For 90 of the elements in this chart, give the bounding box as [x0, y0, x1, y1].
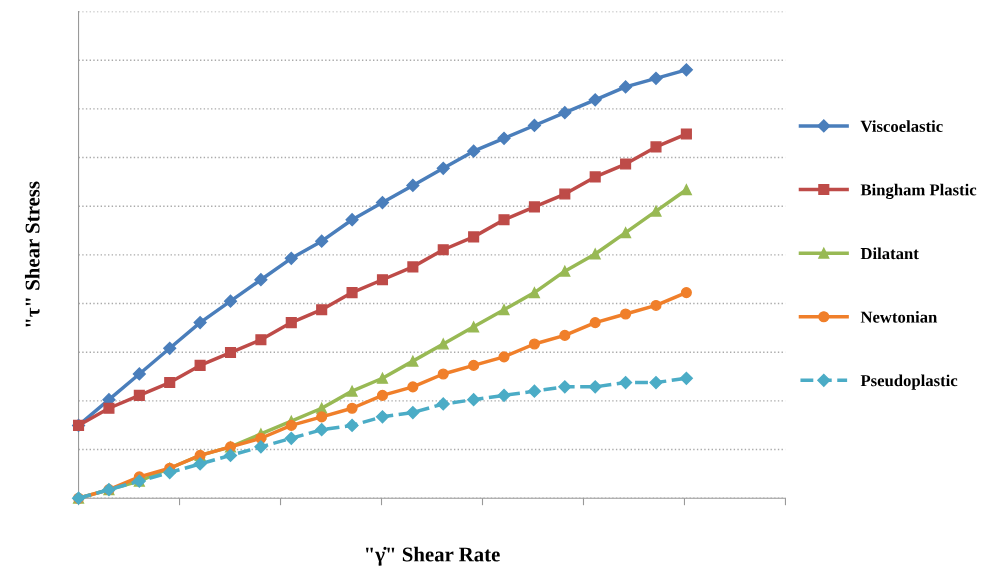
point — [589, 248, 601, 260]
point — [437, 338, 449, 350]
point — [498, 214, 510, 226]
point — [498, 304, 510, 316]
point — [650, 205, 662, 217]
point — [285, 317, 297, 329]
point — [619, 80, 633, 94]
point — [649, 71, 663, 85]
point — [436, 397, 450, 411]
point — [467, 144, 481, 158]
point — [194, 359, 206, 371]
point — [406, 178, 420, 193]
point — [620, 227, 632, 239]
point — [346, 287, 358, 299]
point — [527, 384, 542, 398]
point — [254, 273, 268, 287]
point — [406, 405, 420, 420]
point — [679, 63, 693, 77]
point — [588, 380, 602, 394]
point — [436, 161, 450, 175]
point — [285, 419, 297, 431]
point — [589, 317, 601, 329]
point — [346, 402, 358, 414]
y-axis-title: "τ" Shear Stress — [24, 181, 40, 327]
point — [132, 367, 146, 381]
point — [468, 231, 480, 243]
point — [559, 265, 571, 277]
point — [376, 372, 389, 384]
point — [316, 304, 328, 316]
legend-label: Dilatant — [860, 247, 919, 260]
point — [193, 457, 207, 471]
point — [315, 234, 329, 248]
point — [103, 402, 115, 414]
point — [468, 321, 480, 333]
point — [407, 355, 419, 367]
point — [346, 385, 358, 397]
point — [284, 251, 298, 265]
point — [224, 347, 237, 359]
point — [527, 118, 542, 133]
point — [345, 418, 359, 432]
point — [650, 141, 662, 153]
point — [193, 315, 207, 330]
point — [254, 440, 268, 454]
point — [407, 261, 419, 273]
point — [255, 334, 267, 346]
point — [558, 380, 572, 394]
point — [468, 359, 480, 371]
point — [498, 351, 510, 363]
point — [650, 299, 662, 311]
point — [376, 389, 389, 401]
point — [407, 381, 419, 393]
point — [376, 274, 389, 286]
point — [620, 308, 632, 320]
legend-label: Bingham Plastic — [860, 183, 977, 199]
point — [497, 388, 511, 403]
point — [559, 188, 571, 200]
x-axis-title: "γ̇" Shear Rate — [365, 546, 500, 566]
point — [375, 196, 390, 210]
point — [680, 184, 692, 196]
point — [284, 431, 298, 445]
point — [497, 131, 511, 145]
point — [680, 128, 692, 140]
point — [133, 389, 145, 401]
point — [163, 341, 177, 355]
point — [223, 294, 238, 308]
point — [679, 371, 693, 385]
point — [437, 244, 449, 256]
point — [163, 465, 177, 480]
point — [649, 375, 663, 390]
legend-label: Newtonian — [860, 310, 938, 323]
point — [528, 201, 540, 213]
point — [680, 287, 692, 299]
point — [437, 368, 449, 380]
legend-label: Viscoelastic — [860, 120, 943, 133]
point — [619, 375, 633, 390]
point — [620, 158, 632, 170]
point — [558, 106, 572, 120]
point — [528, 338, 540, 350]
point — [467, 393, 481, 407]
point — [164, 377, 176, 389]
point — [589, 171, 601, 183]
point — [375, 410, 390, 424]
point — [345, 213, 359, 227]
point — [316, 411, 328, 423]
point — [559, 329, 571, 341]
point — [588, 93, 602, 107]
point — [528, 287, 540, 299]
point — [315, 423, 329, 437]
point — [223, 448, 238, 462]
legend-label: Pseudoplastic — [860, 374, 958, 390]
